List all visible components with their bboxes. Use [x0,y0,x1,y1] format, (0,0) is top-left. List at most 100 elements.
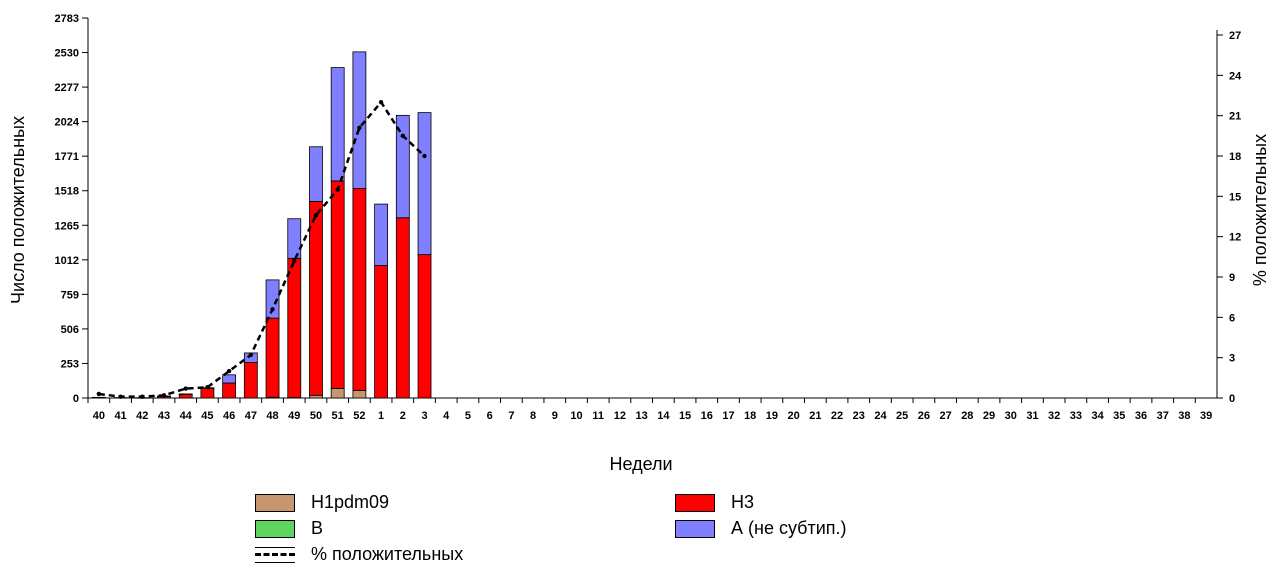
bar-segment [395,217,410,399]
bar-segment [265,279,280,319]
x-tick-label: 14 [657,410,670,422]
y2-tick-label: 15 [1229,191,1241,203]
percent-line-point [422,153,427,159]
y2-tick-label: 6 [1229,312,1235,324]
x-tick-label: 45 [201,410,213,422]
percent-line-point [183,386,188,391]
x-tick-label: 31 [1026,410,1038,422]
percent-line-path [98,100,426,398]
y2-tick-label: 3 [1229,353,1235,365]
y-tick-label: 2530 [55,48,79,60]
x-tick-label: 51 [332,410,344,422]
percent-line-point [248,352,254,358]
x-tick-label: 37 [1157,410,1169,422]
x-tick-label: 3 [421,410,427,422]
percent-line-point [357,125,362,130]
percent-line-point [226,368,232,374]
x-tick-label: 36 [1135,410,1147,422]
percent-line-point [313,212,319,218]
bar-segment [222,374,237,384]
bar-segment [91,396,106,399]
y-tick-label: 2277 [55,82,79,94]
y-tick-label: 506 [61,324,79,336]
bar-segment [330,388,345,399]
x-tick-label: 28 [961,410,973,422]
y2-tick-label: 21 [1229,111,1241,123]
bar-segment [352,51,367,189]
x-tick-label: 11 [592,410,604,422]
bar-segment [287,218,302,259]
y-tick-label: 0 [73,393,79,405]
x-tick-label: 40 [93,410,105,422]
bar-segment [309,394,323,399]
bar-segment [200,388,215,399]
x-tick-label: 15 [679,410,691,422]
percent-line-point [205,385,210,390]
x-tick-label: 1 [378,410,384,422]
x-tick-label: 46 [223,410,235,422]
bar-segment [374,265,389,399]
bar-segment [309,200,323,396]
y2-tick-label: 0 [1229,393,1235,405]
y-tick-label: 1771 [55,151,79,163]
x-tick-label: 50 [310,410,322,422]
percent-line-point [161,393,167,398]
percent-line-point [378,100,384,105]
x-axis-title: Недели [609,454,672,474]
y2-tick-label: 24 [1229,70,1242,82]
percent-line-point [335,187,340,192]
x-tick-label: 52 [353,410,365,422]
x-tick-label: 9 [552,410,558,422]
bars [91,51,432,399]
bar-segment [352,390,367,399]
bar-segment [243,362,258,399]
bar-segment [417,254,432,399]
y-tick-label: 253 [61,358,79,370]
bar-segment [330,67,345,182]
y-tick-label: 1265 [55,220,79,232]
percent-line-point [140,394,145,399]
x-tick-label: 23 [853,410,865,422]
x-tick-label: 39 [1200,410,1212,422]
x-tick-label: 6 [487,410,493,422]
x-tick-label: 35 [1113,410,1125,422]
bar-segment [330,180,345,389]
y2-tick-label: 12 [1229,232,1241,244]
bar-segment [265,317,280,398]
y-tick-label: 759 [61,289,79,301]
x-tick-label: 12 [614,410,626,422]
bar-segment [222,382,237,399]
y-tick-label: 2024 [55,117,80,129]
bar-segment [178,394,193,399]
x-tick-label: 21 [809,410,821,422]
x-tick-label: 7 [508,410,514,422]
x-tick-label: 42 [136,410,148,422]
x-tick-label: 30 [1005,410,1017,422]
axes: 0253506759101212651518177120242277253027… [55,13,1243,422]
percent-line-point [400,133,406,139]
y-tick-label: 1012 [55,255,79,267]
x-tick-label: 48 [266,410,278,422]
x-tick-label: 44 [180,410,193,422]
x-tick-label: 4 [443,410,450,422]
bar-segment [417,112,432,256]
bar-segment [374,203,389,266]
x-tick-label: 26 [918,410,930,422]
y2-tick-label: 27 [1229,30,1241,42]
y2-axis-title: % положительных [1250,134,1270,286]
x-tick-label: 43 [158,410,170,422]
x-tick-label: 38 [1178,410,1190,422]
x-tick-label: 16 [701,410,713,422]
x-tick-label: 2 [400,410,406,422]
x-tick-label: 24 [874,410,887,422]
x-tick-label: 18 [744,410,756,422]
x-tick-label: 8 [530,410,536,422]
x-tick-label: 34 [1091,410,1104,422]
x-tick-label: 22 [831,410,843,422]
percent-line-point [270,307,275,312]
percent-line-point [292,258,297,264]
x-tick-label: 10 [570,410,582,422]
percent-line [96,100,427,399]
x-tick-label: 19 [766,410,778,422]
